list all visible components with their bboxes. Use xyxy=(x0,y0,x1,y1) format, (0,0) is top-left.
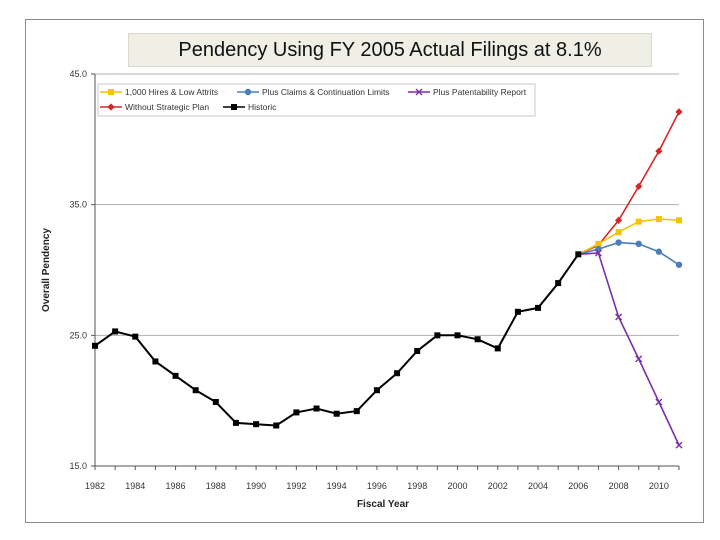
data-point xyxy=(414,348,421,355)
series-0 xyxy=(577,216,682,256)
series-line xyxy=(577,111,680,256)
legend-entry: Without Strategic Plan xyxy=(125,102,209,112)
data-point xyxy=(253,421,260,428)
data-point xyxy=(212,398,219,405)
data-point xyxy=(615,239,622,246)
series-3 xyxy=(577,108,683,256)
y-tick-label: 45.0 xyxy=(69,69,87,79)
x-tick-label: 1998 xyxy=(407,481,427,491)
data-point xyxy=(454,332,461,339)
y-axis-label: Overall Pendency xyxy=(41,228,52,312)
legend-marker xyxy=(108,89,114,95)
legend: 1,000 Hires & Low Attrits Plus Claims & C… xyxy=(97,83,536,117)
grid-lines xyxy=(95,73,679,336)
data-point xyxy=(594,249,602,257)
data-point xyxy=(434,332,441,339)
data-point xyxy=(575,251,582,258)
x-tick-label: 1986 xyxy=(166,481,186,491)
chart-title: Pendency Using FY 2005 Actual Filings at… xyxy=(178,39,602,61)
series-4 xyxy=(92,251,582,429)
data-point xyxy=(635,240,642,248)
data-point xyxy=(655,248,663,255)
x-tick-labels: 1982 1984 1986 1988 1990 1992 1994 1996 1998 2000… xyxy=(85,481,669,491)
data-point xyxy=(615,229,622,236)
data-point xyxy=(273,422,280,429)
legend-entry: Historic xyxy=(248,102,277,112)
legend-entry: Plus Claims & Continuation Limits xyxy=(262,87,390,97)
chart-title-box: Pendency Using FY 2005 Actual Filings at… xyxy=(128,33,652,67)
data-point xyxy=(535,304,542,311)
legend-marker xyxy=(107,103,115,111)
data-point xyxy=(152,358,159,365)
data-point xyxy=(675,261,683,268)
x-tick-label: 2004 xyxy=(528,481,548,491)
y-tick-label: 35.0 xyxy=(69,200,87,210)
data-point xyxy=(172,372,179,379)
x-tick-label: 1982 xyxy=(85,481,105,491)
data-point xyxy=(655,147,663,155)
data-point xyxy=(555,280,562,287)
x-tick-label: 2010 xyxy=(649,481,669,491)
data-point xyxy=(192,387,199,394)
data-point xyxy=(494,345,501,352)
data-point xyxy=(474,336,481,343)
series-line xyxy=(578,252,680,446)
series-1 xyxy=(578,239,683,268)
x-tick-label: 1990 xyxy=(246,481,266,491)
series-2 xyxy=(578,249,683,449)
data-point xyxy=(615,313,623,321)
data-point xyxy=(92,342,98,349)
data-point xyxy=(675,441,683,449)
series-line xyxy=(577,218,680,256)
legend-entry: Plus Patentability Report xyxy=(433,87,527,97)
legend-marker xyxy=(231,104,237,110)
data-point xyxy=(676,217,682,224)
data-point xyxy=(595,240,602,247)
legend-box xyxy=(97,83,536,117)
data-point xyxy=(373,387,380,394)
data-point xyxy=(132,333,139,340)
data-point xyxy=(353,408,360,415)
x-tick-label: 1984 xyxy=(125,481,145,491)
x-tick-label: 2008 xyxy=(609,481,629,491)
data-point xyxy=(313,405,320,412)
y-tick-labels: 15.0 25.0 35.0 45.0 xyxy=(69,69,87,471)
data-point xyxy=(293,409,300,416)
x-tick-label: 2002 xyxy=(488,481,508,491)
data-point xyxy=(112,328,119,335)
series-line xyxy=(94,253,580,427)
x-axis-label: Fiscal Year xyxy=(357,499,409,510)
data-point xyxy=(394,370,401,377)
data-point xyxy=(655,216,662,223)
x-tick-label: 1996 xyxy=(367,481,387,491)
legend-entry: 1,000 Hires & Low Attrits xyxy=(125,87,218,97)
data-point xyxy=(635,355,643,363)
y-tick-label: 25.0 xyxy=(69,330,87,340)
x-tick-label: 2006 xyxy=(568,481,588,491)
data-point xyxy=(333,410,340,417)
data-point xyxy=(675,108,683,116)
axes xyxy=(91,73,680,470)
x-tick-label: 1988 xyxy=(206,481,226,491)
series-line xyxy=(578,241,680,266)
x-tick-label: 2000 xyxy=(447,481,467,491)
x-tick-label: 1994 xyxy=(327,481,347,491)
data-point xyxy=(635,182,643,190)
legend-marker xyxy=(244,88,252,96)
legend-marker xyxy=(415,88,423,96)
x-tick-label: 1992 xyxy=(286,481,306,491)
y-tick-label: 15.0 xyxy=(69,461,87,471)
data-point xyxy=(232,419,239,426)
data-point xyxy=(614,216,623,224)
data-point xyxy=(514,308,521,315)
data-series xyxy=(92,108,683,449)
data-point xyxy=(635,218,642,225)
data-point xyxy=(655,398,663,406)
